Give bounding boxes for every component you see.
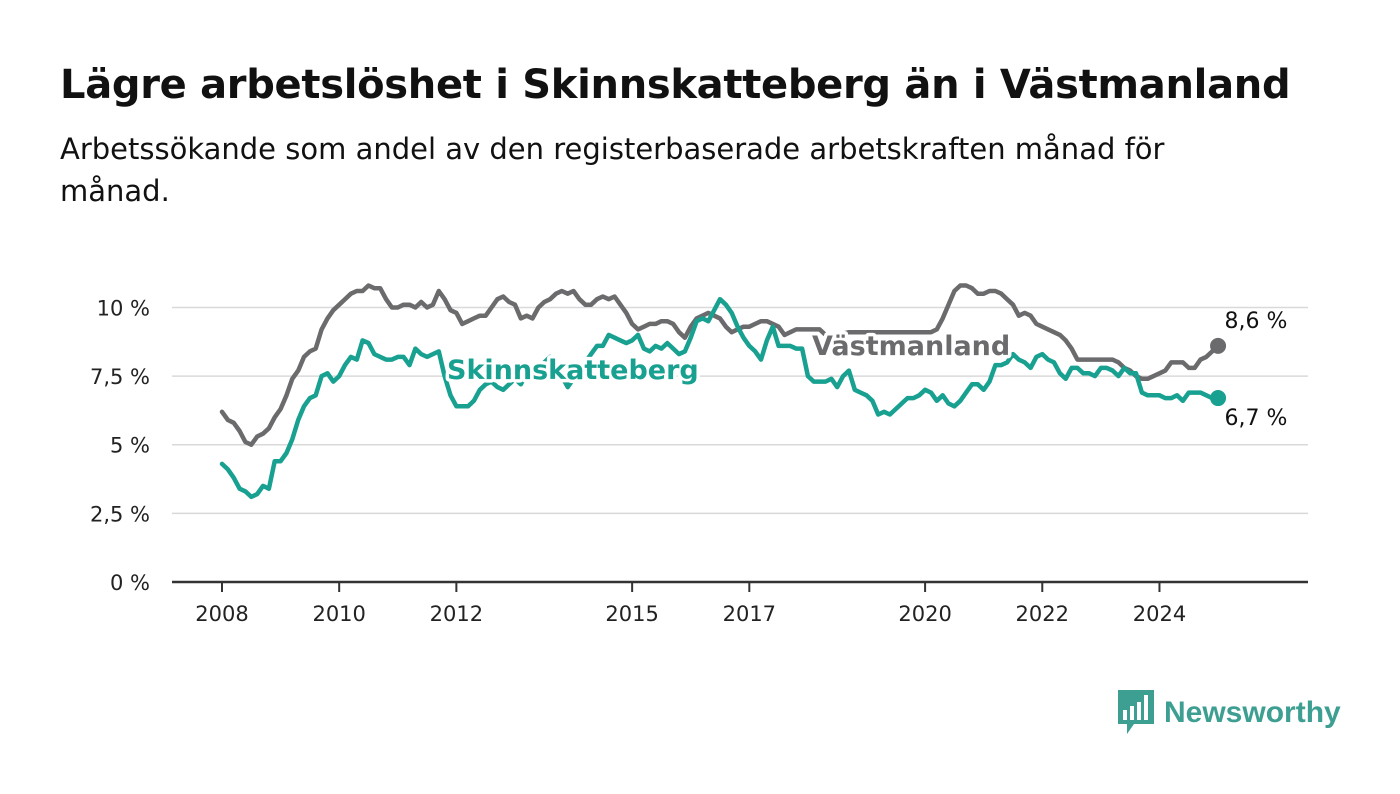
- y-tick-label: 5 %: [110, 434, 150, 458]
- y-tick-label: 0 %: [110, 571, 150, 595]
- x-tick-label: 2017: [723, 602, 776, 626]
- newsworthy-logo: Newsworthy: [1118, 690, 1341, 736]
- y-tick-label: 2,5 %: [90, 502, 150, 526]
- x-tick-label: 2010: [312, 602, 365, 626]
- x-axis: 2008 2010 2012 2015 2017 2020 2022 2024: [172, 580, 1308, 626]
- y-tick-label: 10 %: [97, 296, 150, 320]
- x-tick-label: 2020: [898, 602, 951, 626]
- x-tick-label: 2015: [605, 602, 658, 626]
- chart-subtitle: Arbetssökande som andel av den registerb…: [60, 132, 1165, 208]
- series-name-label: Skinnskatteberg: [447, 355, 699, 386]
- brand-name: Newsworthy: [1164, 696, 1341, 729]
- x-tick-label: 2008: [195, 602, 248, 626]
- x-tick-label: 2022: [1016, 602, 1069, 626]
- series-name-label: Västmanland: [812, 331, 1010, 362]
- y-tick-label: 7,5 %: [90, 365, 150, 389]
- chart-title: Lägre arbetslöshet i Skinnskatteberg än …: [60, 62, 1291, 108]
- series-end-label: 8,6 %: [1225, 309, 1288, 334]
- grid-lines: [172, 306, 1308, 515]
- series-labels: Västmanland 8,6 % Skinnskatteberg 6,7 %: [444, 309, 1288, 431]
- series-line-1: [219, 296, 1221, 500]
- series-lines: [219, 283, 1227, 500]
- x-tick-label: 2012: [430, 602, 483, 626]
- series-end-marker-0: [1210, 337, 1227, 354]
- series-end-marker-1: [1210, 390, 1227, 407]
- newsworthy-icon: [1118, 690, 1154, 734]
- x-tick-label: 2024: [1133, 602, 1186, 626]
- y-axis-ticks: 0 % 2,5 % 5 % 7,5 % 10 %: [90, 296, 150, 595]
- series-end-label: 6,7 %: [1225, 406, 1288, 431]
- series-line-0: [219, 283, 1221, 447]
